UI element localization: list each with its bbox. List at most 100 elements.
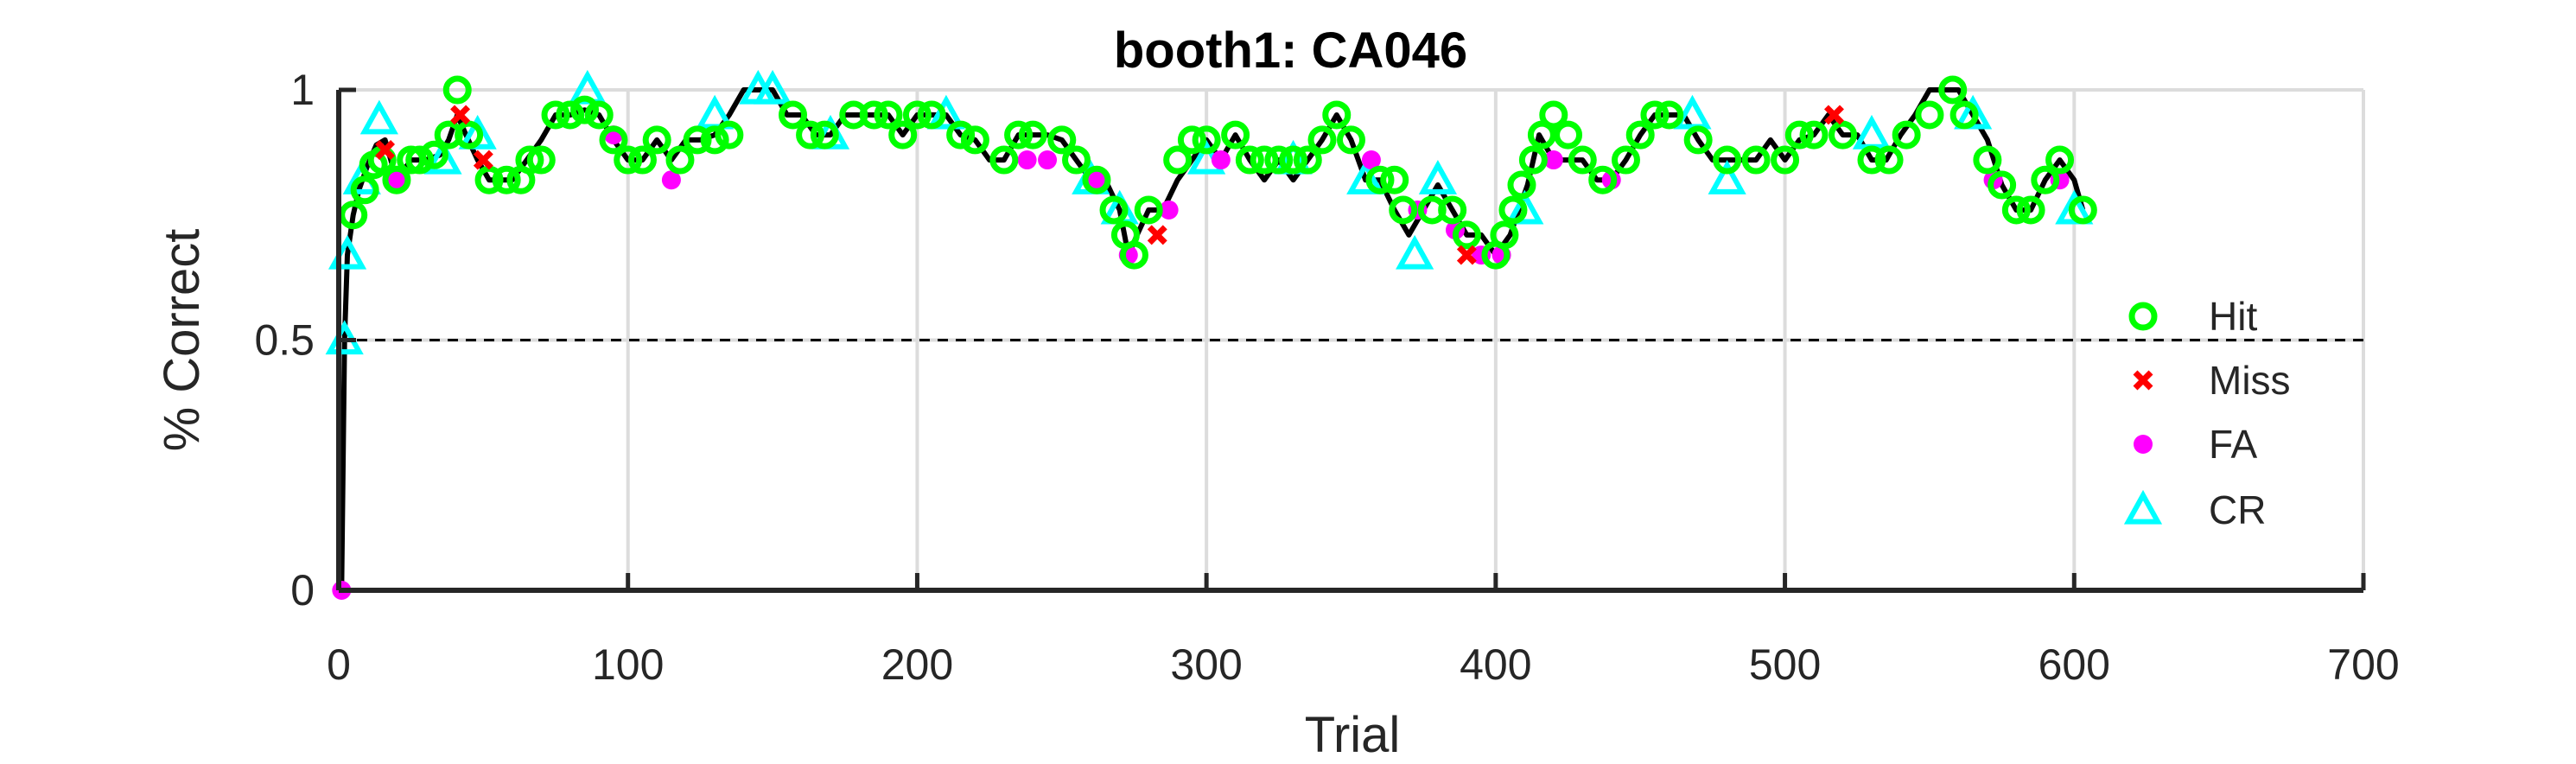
legend: Hit Miss FA CR: [2123, 294, 2291, 532]
point-hit: [946, 120, 976, 150]
series-layer: [325, 69, 2097, 600]
point-hit: [1337, 125, 1365, 155]
point-hit: [1192, 125, 1221, 155]
point-hit: [1082, 165, 1111, 194]
legend-label-fa: FA: [2209, 422, 2258, 467]
point-hit: [1568, 145, 1597, 175]
legend-marker-cr: [2123, 489, 2163, 525]
point-hit: [796, 120, 825, 150]
point-hit: [405, 145, 435, 175]
point-hit: [1611, 145, 1640, 175]
point-hit: [1380, 165, 1409, 194]
point-hit: [1829, 120, 1858, 150]
miss-stroke: [1456, 245, 1477, 265]
axes: [336, 87, 2366, 593]
point-hit: [1892, 120, 1921, 150]
point-hit: [2031, 165, 2060, 194]
point-hit: [1988, 170, 2017, 200]
miss-stroke: [1147, 225, 1167, 245]
legend-item-fa: FA: [2134, 422, 2258, 467]
point-hit: [1518, 145, 1548, 175]
point-hit: [1625, 120, 1655, 150]
point-fa: [1211, 150, 1231, 170]
miss-stroke: [450, 105, 471, 125]
point-hit: [515, 145, 544, 175]
point-hit: [1713, 145, 1742, 175]
y-axis-title: % Correct: [154, 229, 210, 452]
point-hit: [2068, 195, 2097, 225]
point-hit: [1857, 145, 1886, 175]
series-hit: [339, 75, 2097, 270]
point-hit: [382, 165, 411, 194]
x-tick-label: 0: [327, 640, 351, 689]
point-hit: [1365, 165, 1395, 194]
point-cr: [1673, 94, 1712, 130]
point-cr: [1852, 114, 1892, 150]
point-cr: [423, 139, 462, 175]
point-hit: [614, 145, 643, 175]
legend-item-miss: Miss: [2133, 358, 2291, 403]
point-hit: [1799, 120, 1829, 150]
point-hit: [810, 120, 839, 150]
point-hit: [1874, 145, 1904, 175]
point-hit: [1938, 75, 1968, 105]
point-hit: [419, 140, 448, 169]
point-hit: [859, 100, 888, 130]
miss-stroke: [1823, 105, 1844, 125]
point-hit: [1062, 145, 1091, 175]
point-cr: [359, 99, 398, 135]
point-hit: [917, 100, 946, 130]
point-hit: [570, 95, 600, 124]
x-tick-labels: 0 100 200 300 400 500 600 700: [327, 640, 2400, 689]
point-cr: [1708, 160, 1746, 194]
miss-stroke: [473, 150, 493, 170]
point-hit: [1250, 145, 1279, 175]
point-cr: [1954, 94, 1993, 130]
point-hit: [1973, 145, 2002, 175]
point-miss: [1823, 105, 1844, 125]
point-cr: [2055, 189, 2094, 225]
point-hit: [1307, 125, 1337, 155]
point-hit: [1047, 125, 1077, 155]
point-hit: [902, 100, 932, 130]
point-fa: [1543, 150, 1563, 170]
point-miss: [473, 150, 493, 170]
point-hit: [1438, 195, 1467, 225]
point-hit: [989, 145, 1019, 175]
point-cr: [1396, 234, 1434, 270]
x-tick-label: 300: [1170, 640, 1242, 689]
point-hit: [2001, 195, 2031, 225]
point-hit: [1915, 100, 1944, 130]
x-tick-label: 500: [1749, 640, 1821, 689]
point-fa: [1361, 150, 1381, 170]
point-hit: [455, 120, 484, 150]
point-miss: [375, 140, 396, 160]
point-hit: [1640, 100, 1670, 130]
point-cr: [1418, 160, 1458, 194]
point-hit: [1163, 145, 1193, 175]
point-hit: [1389, 195, 1418, 225]
point-hit: [1784, 120, 1814, 150]
point-cr: [926, 94, 965, 130]
legend-item-hit: Hit: [2128, 294, 2257, 339]
point-hit: [1177, 125, 1206, 155]
y-tick-label: 1: [290, 66, 315, 114]
point-hit: [1018, 120, 1047, 150]
x-tick-label: 200: [881, 640, 953, 689]
legend-label-hit: Hit: [2209, 294, 2257, 339]
point-hit: [1741, 145, 1771, 175]
legend-item-cr: CR: [2123, 487, 2266, 532]
series-fa: [332, 125, 2070, 600]
point-hit: [715, 120, 744, 150]
legend-marker-miss: [2133, 370, 2153, 391]
point-hit: [1527, 120, 1556, 150]
point-hit: [1235, 145, 1264, 175]
point-hit: [1507, 170, 1536, 200]
x-tick-label: 400: [1460, 640, 1531, 689]
legend-marker-hit: [2128, 302, 2158, 331]
point-hit: [2016, 195, 2045, 225]
point-hit: [665, 145, 695, 175]
point-hit: [642, 125, 671, 155]
point-hit: [1134, 195, 1163, 225]
